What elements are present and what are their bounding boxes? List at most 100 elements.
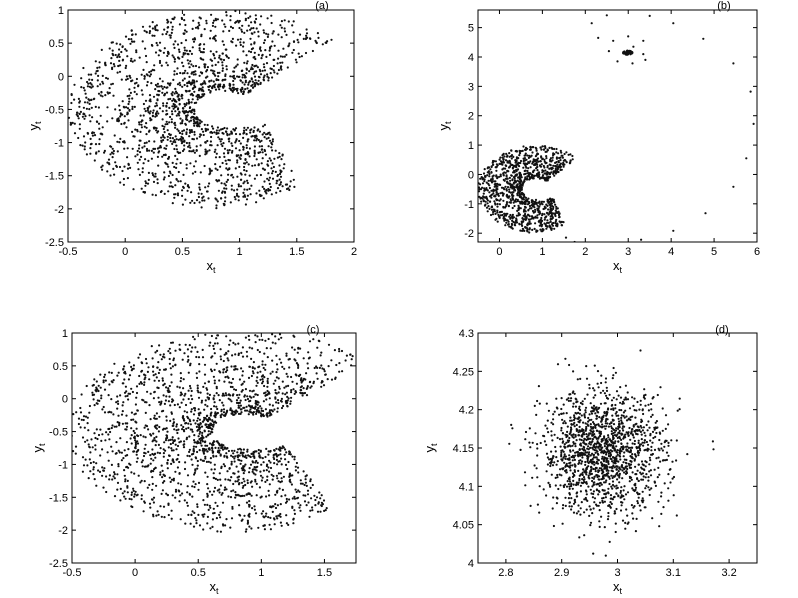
data-point [311,49,314,53]
data-point [161,428,165,431]
data-point [268,470,271,473]
data-point [548,146,551,149]
data-point [553,174,556,177]
data-point [170,31,173,34]
data-point [107,459,110,462]
data-point [90,142,93,145]
data-point [82,415,86,418]
data-point [228,467,231,470]
data-point [203,513,206,516]
data-point [271,404,274,407]
data-point [161,489,164,492]
data-point [554,221,557,225]
data-point [308,381,311,384]
data-point [236,480,239,483]
data-point [266,377,269,380]
data-point [180,401,183,404]
data-point [129,91,132,94]
data-point [222,359,225,363]
data-point [505,188,508,191]
data-point [170,411,173,414]
data-point [208,490,211,493]
data-point [95,462,98,465]
data-point [201,431,204,434]
data-point [495,169,498,172]
data-point [214,34,217,37]
data-point [168,395,171,398]
data-point [281,392,284,395]
data-point [71,121,74,124]
data-point [216,200,219,203]
data-point [181,122,184,125]
data-point [305,484,308,487]
data-point [173,122,176,125]
data-point [140,89,143,92]
data-point [227,152,230,155]
data-point [279,190,282,193]
data-point [612,39,615,42]
data-point [119,137,122,140]
data-point [276,504,279,507]
data-point [207,426,210,430]
data-point [179,71,182,75]
data-point [113,173,116,176]
data-point [144,110,147,113]
data-point [165,415,168,418]
data-point [158,90,161,93]
data-point [132,364,135,367]
data-point [204,455,207,458]
data-point [87,429,90,432]
data-point [222,202,225,205]
data-point [122,457,125,460]
data-point [128,88,131,91]
data-point [318,491,321,494]
data-point [335,363,338,367]
data-point [239,79,242,82]
data-point [267,79,270,82]
data-point [127,162,130,165]
data-point [281,153,284,156]
data-point [210,428,213,431]
data-point [257,448,260,452]
data-point [239,41,242,44]
data-point [267,392,270,395]
data-point [499,192,502,195]
data-point [271,177,275,180]
data-point [556,171,559,174]
data-point [247,16,250,20]
data-point [149,462,152,465]
data-point [241,355,245,358]
data-point [90,86,93,89]
data-point [194,469,197,472]
data-point [183,140,186,143]
data-point [138,158,141,161]
data-point [118,141,121,144]
data-point [122,368,125,371]
data-point [143,465,147,468]
data-point [321,367,324,370]
x-tick-label: 1 [237,246,243,258]
data-point [126,147,129,150]
data-point [262,41,266,45]
data-point [138,173,141,176]
data-point [142,454,146,458]
data-point [507,223,510,226]
data-point [82,86,85,89]
data-point [125,428,128,431]
data-point [290,169,293,172]
data-point [170,400,174,403]
data-point [124,422,127,425]
data-point [152,432,155,435]
data-point [194,26,198,29]
data-point [116,56,119,59]
data-point [179,372,182,375]
data-point [216,440,219,443]
data-point [288,42,291,45]
data-point [491,175,494,178]
data-point [251,452,254,455]
data-point [501,156,504,159]
data-point [188,101,191,104]
data-point [516,188,520,191]
data-point [213,405,216,408]
data-point [156,29,159,32]
